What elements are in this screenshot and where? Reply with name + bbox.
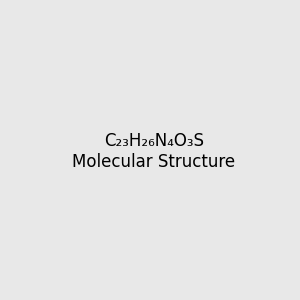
Text: C₂₃H₂₆N₄O₃S
Molecular Structure: C₂₃H₂₆N₄O₃S Molecular Structure <box>72 132 235 171</box>
